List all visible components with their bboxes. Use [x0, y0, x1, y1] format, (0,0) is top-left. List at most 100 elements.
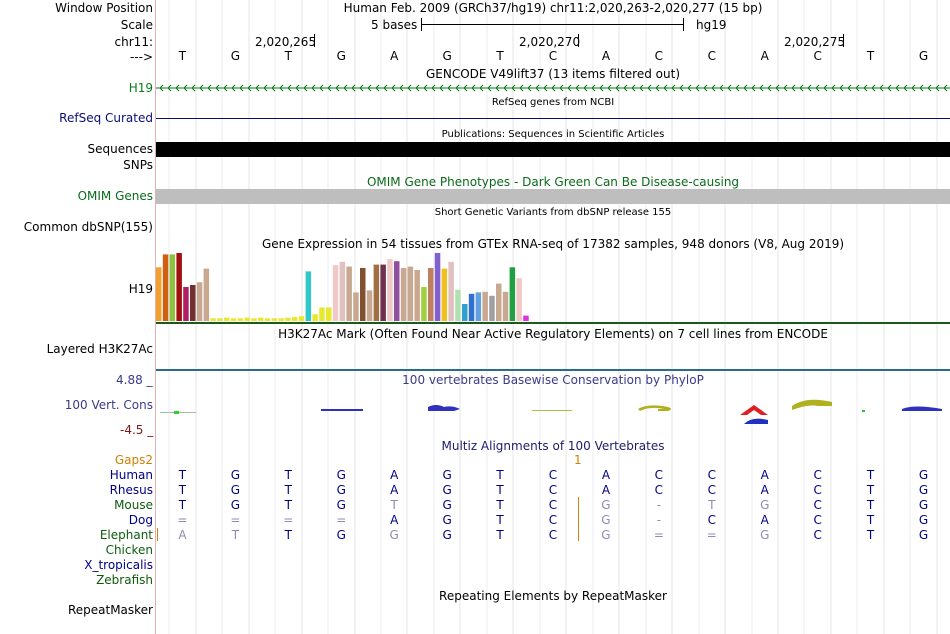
gtex-tissue-bar[interactable]: [326, 307, 332, 321]
gtex-tissue-bar[interactable]: [489, 295, 495, 321]
aligned-base: T: [231, 528, 240, 542]
species-label-x_tropicalis[interactable]: X_tropicalis: [84, 558, 153, 572]
h3k27ac-label[interactable]: Layered H3K27Ac: [46, 342, 153, 356]
gencode-gene-feature[interactable]: [156, 81, 950, 95]
gtex-tissue-bar[interactable]: [407, 266, 414, 321]
gtex-tissue-bar[interactable]: [394, 261, 400, 321]
gtex-tissue-bar[interactable]: [224, 317, 230, 321]
gtex-tissue-bar[interactable]: [523, 315, 529, 321]
gtex-tissue-bar[interactable]: [244, 317, 250, 321]
aligned-base: =: [230, 513, 241, 527]
gtex-tissue-bar[interactable]: [434, 253, 441, 321]
gtex-tissue-bar[interactable]: [468, 293, 475, 321]
gtex-tissue-bar[interactable]: [251, 318, 257, 321]
gtex-tissue-bar[interactable]: [190, 285, 196, 321]
gtex-tissue-bar[interactable]: [496, 283, 502, 321]
coord-1-tick: [314, 34, 315, 47]
gtex-tissue-bar[interactable]: [237, 318, 244, 321]
gaps-label[interactable]: Gaps2: [114, 453, 153, 467]
aligned-base: C: [813, 483, 822, 497]
publications-feature-bar[interactable]: [156, 142, 950, 157]
gtex-tissue-bar[interactable]: [414, 270, 420, 321]
gtex-tissue-bar[interactable]: [400, 268, 407, 321]
species-label-zebrafish[interactable]: Zebrafish: [96, 573, 153, 587]
gtex-tissue-bar[interactable]: [475, 292, 482, 321]
aligned-base: G: [336, 483, 346, 497]
gtex-tissue-bar[interactable]: [366, 290, 373, 321]
gaps-value: 1: [574, 453, 582, 467]
publications-label-sequences[interactable]: Sequences: [87, 142, 153, 156]
species-row-elephant: A T T G G G T C G = = G C T G: [156, 528, 950, 542]
gtex-tissue-bar[interactable]: [292, 316, 298, 321]
gtex-tissue-bar[interactable]: [230, 318, 237, 321]
gtex-label[interactable]: H19: [128, 282, 153, 296]
aligned-base: G: [230, 468, 241, 482]
gtex-tissue-bar[interactable]: [278, 318, 284, 321]
gtex-tissue-bar[interactable]: [346, 266, 352, 321]
gtex-tissue-bar[interactable]: [509, 267, 516, 321]
gtex-tissue-bar[interactable]: [502, 291, 509, 321]
species-label-rhesus[interactable]: Rhesus: [109, 483, 153, 497]
gtex-tissue-bar[interactable]: [203, 268, 210, 321]
gencode-label[interactable]: H19: [128, 81, 153, 95]
gtex-tissue-bar[interactable]: [387, 259, 393, 321]
gtex-tissue-bar[interactable]: [305, 271, 312, 321]
gtex-tissue-bar[interactable]: [421, 287, 427, 321]
gtex-tissue-bar[interactable]: [455, 289, 461, 321]
publications-label-snps[interactable]: SNPs: [123, 158, 153, 172]
gtex-tissue-bar[interactable]: [312, 314, 318, 321]
aligned-base: C: [548, 528, 558, 542]
aligned-base: -: [656, 498, 662, 512]
gtex-tissue-bar[interactable]: [162, 254, 169, 321]
omim-feature-bar[interactable]: [156, 189, 950, 204]
repeatmasker-label[interactable]: RepeatMasker: [67, 603, 153, 617]
refseq-label[interactable]: RefSeq Curated: [59, 111, 153, 125]
gtex-tissue-bar[interactable]: [271, 318, 278, 321]
gtex-tissue-bar[interactable]: [196, 282, 203, 321]
gtex-tissue-bar[interactable]: [380, 264, 386, 321]
aligned-base: G: [760, 528, 770, 542]
gtex-tissue-bar[interactable]: [448, 261, 454, 321]
gtex-tissue-bar[interactable]: [360, 268, 366, 321]
gtex-tissue-bar[interactable]: [428, 268, 434, 321]
gtex-baseline: [156, 322, 950, 324]
gtex-tissue-bar[interactable]: [373, 264, 380, 321]
base-2: G: [230, 49, 241, 63]
gtex-tissue-bar[interactable]: [353, 292, 359, 321]
gtex-tissue-bar[interactable]: [156, 267, 162, 321]
gtex-bar-chart[interactable]: [156, 252, 950, 324]
aligned-base: =: [283, 513, 294, 527]
refseq-gene-feature[interactable]: [156, 118, 950, 119]
phylop-min: -4.5 _: [120, 423, 154, 437]
h3k27ac-signal[interactable]: [156, 369, 950, 371]
gtex-tissue-bar[interactable]: [339, 261, 346, 321]
gtex-tissue-bar[interactable]: [332, 265, 339, 321]
gtex-tissue-bar[interactable]: [264, 318, 271, 321]
gtex-tissue-bar[interactable]: [217, 318, 223, 321]
gtex-tissue-bar[interactable]: [319, 307, 325, 321]
gtex-tissue-bar[interactable]: [482, 291, 488, 321]
species-label-chicken[interactable]: Chicken: [105, 543, 153, 557]
phylop-title: 100 vertebrates Basewise Conservation by…: [402, 373, 704, 387]
phylop-conservation-logo[interactable]: [156, 388, 950, 433]
gtex-tissue-bar[interactable]: [258, 317, 264, 321]
gtex-tissue-bar[interactable]: [183, 287, 189, 321]
gtex-tissue-bar[interactable]: [516, 278, 522, 321]
gtex-tissue-bar[interactable]: [462, 304, 468, 321]
gtex-tissue-bar[interactable]: [169, 254, 176, 321]
species-label-human[interactable]: Human: [109, 468, 153, 482]
aligned-base: G: [230, 498, 241, 512]
species-label-elephant[interactable]: Elephant: [99, 528, 153, 542]
gtex-tissue-bar[interactable]: [298, 316, 305, 321]
aligned-base: T: [866, 498, 875, 512]
phylop-label[interactable]: 100 Vert. Cons: [64, 398, 153, 412]
dbsnp-label[interactable]: Common dbSNP(155): [23, 220, 153, 234]
gtex-tissue-bar[interactable]: [285, 317, 291, 321]
gtex-tissue-bar[interactable]: [441, 268, 448, 321]
omim-label[interactable]: OMIM Genes: [77, 189, 153, 203]
species-label-mouse[interactable]: Mouse: [114, 498, 153, 512]
gtex-tissue-bar[interactable]: [210, 318, 216, 321]
species-label-dog[interactable]: Dog: [128, 513, 153, 527]
gtex-tissue-bar[interactable]: [176, 253, 182, 321]
